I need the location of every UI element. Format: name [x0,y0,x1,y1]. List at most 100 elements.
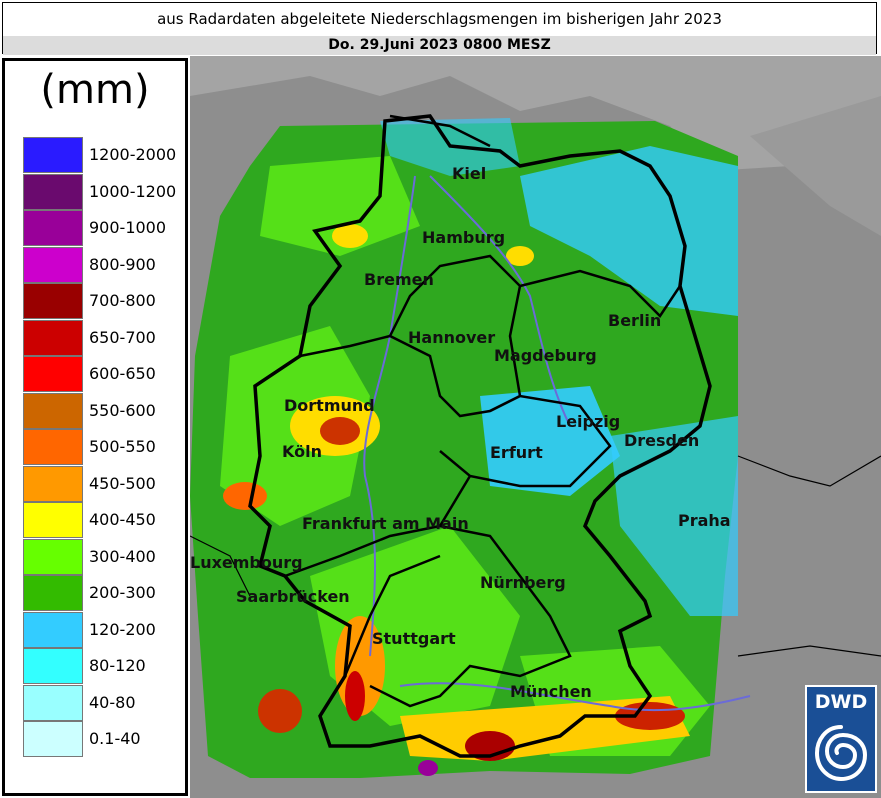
precip-500-550-eifel [223,482,267,510]
city-label: Saarbrücken [236,587,350,606]
legend-item: 700-800 [23,283,188,319]
map-header: aus Radardaten abgeleitete Niederschlags… [2,2,877,55]
legend-item: 650-700 [23,319,188,356]
precip-650-700-blackforest [345,671,365,721]
legend-swatch [23,721,83,757]
city-label: Berlin [608,311,662,330]
legend-label: 0.1-40 [89,729,141,748]
city-label: Bremen [364,270,434,289]
legend-item: 300-400 [23,538,188,575]
city-label: Luxembourg [190,553,303,572]
city-label: Erfurt [490,443,543,462]
city-label: München [510,682,592,701]
germany-border [248,114,712,758]
legend-label: 450-500 [89,473,156,493]
map-title: aus Radardaten abgeleitete Niederschlags… [157,10,722,28]
river-rhine [363,175,416,657]
legend-label: 800-900 [89,254,156,274]
dwd-swirl-icon [814,725,868,782]
city-label: Nürnberg [480,573,566,592]
legend-swatch [23,429,83,465]
legend-label: 500-550 [89,437,156,456]
state-border-bayern [369,524,572,708]
city-label: Praha [678,511,731,530]
city-label: Hannover [408,328,496,347]
legend-item: 800-900 [23,246,188,283]
precip-600-650-vosges [258,689,302,733]
legend-swatch [23,684,83,721]
precip-550-700-dortmund [320,417,360,445]
legend-label: 40-80 [89,692,136,712]
city-label: Frankfurt am Main [302,514,469,533]
legend-item: 40-80 [23,684,188,721]
legend-swatch [23,283,83,319]
legend-label: 200-300 [89,583,156,602]
legend-item: 900-1000 [23,210,188,246]
legend-label: 400-450 [89,510,156,529]
legend-item: 550-600 [23,392,188,429]
legend-swatch [23,392,83,429]
border-austria [737,645,881,657]
state-border-niedersachsen [388,254,522,397]
legend-swatch [23,137,83,173]
city-label: Leipzig [556,412,621,431]
dwd-logo-text: DWD [814,691,868,713]
state-border-bw [343,554,441,677]
legend-swatch [23,648,83,684]
legend-item: 500-550 [23,429,188,465]
border-france [190,535,251,597]
legend-swatch [23,173,83,210]
legend-label: 650-700 [89,327,156,347]
border-czechia [737,455,881,487]
legend-item: 600-650 [23,356,188,392]
legend-label: 80-120 [89,656,146,675]
legend-item: 1000-1200 [23,173,188,210]
precip-900-1000-alps [418,760,438,776]
legend-swatch [23,611,83,648]
legend-label: 900-1000 [89,218,167,237]
state-border-sh [389,114,491,148]
city-label: Stuttgart [372,629,456,648]
legend-swatch [23,246,83,283]
legend-swatch [23,575,83,611]
legend-item: 120-200 [23,611,188,648]
city-label: Dortmund [284,396,375,415]
map-canvas [190,56,881,798]
legend-panel: (mm) 1200-2000 1000-1200 900-1000 800-900 70… [2,58,188,796]
legend-item: 450-500 [23,465,188,502]
state-border-hessen [284,475,472,578]
legend-swatch [23,356,83,392]
legend-item: 400-450 [23,502,188,538]
legend-item: 80-120 [23,648,188,684]
sea-area [190,56,881,171]
legend-item: 1200-2000 [23,137,188,173]
city-label: Kiel [452,164,487,183]
dwd-logo: DWD [805,685,877,793]
legend-label: 700-800 [89,291,156,310]
legend-item: 200-300 [23,575,188,611]
legend-item: 0.1-40 [23,721,188,757]
state-border-thueringen [439,394,612,488]
state-border-nrw [299,334,521,418]
legend-unit: (mm) [40,67,150,113]
legend-swatch [23,502,83,538]
city-label: Magdeburg [494,346,597,365]
legend-label: 1000-1200 [89,181,177,201]
legend-label: 1200-2000 [89,145,177,164]
river-elbe [429,175,571,427]
legend-label: 300-400 [89,546,156,566]
river-danube [399,682,751,712]
legend-swatch [23,538,83,575]
legend-label: 120-200 [89,619,156,639]
legend-swatch [23,210,83,246]
city-label: Dresden [624,431,700,450]
sea-baltic [750,96,881,236]
legend-swatch [23,319,83,356]
legend-label: 550-600 [89,400,156,420]
legend-swatch [23,465,83,502]
map-date: Do. 29.Juni 2023 0800 MESZ [3,36,876,55]
state-border-brandenburg [519,269,682,318]
city-label: Hamburg [422,228,506,247]
city-label: Köln [282,442,322,461]
precip-120-200-northeast [520,146,738,316]
